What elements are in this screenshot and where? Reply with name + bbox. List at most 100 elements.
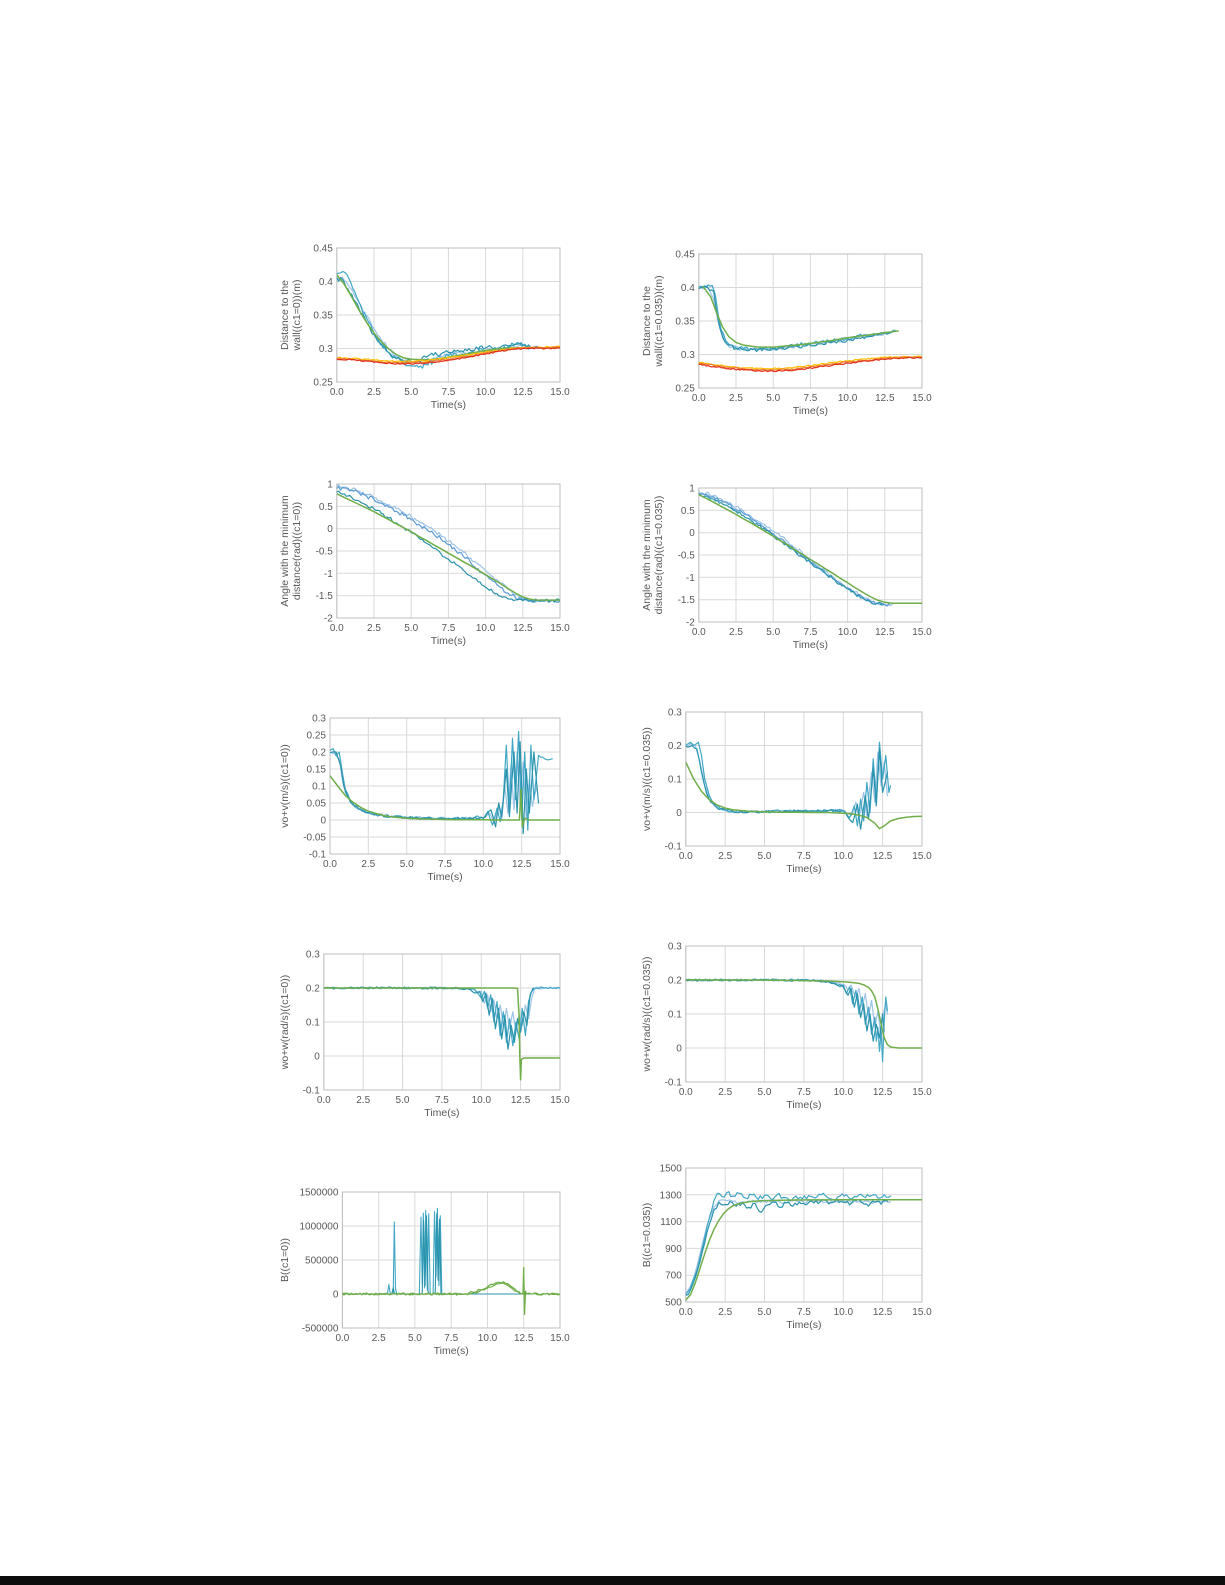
svg-text:10.0: 10.0 [838, 393, 858, 404]
svg-text:Time(s): Time(s) [786, 1099, 821, 1111]
svg-text:0.0: 0.0 [330, 623, 344, 634]
svg-text:5.0: 5.0 [408, 1333, 422, 1344]
svg-text:Time(s): Time(s) [434, 1345, 469, 1357]
svg-text:12.5: 12.5 [873, 1307, 893, 1318]
chart-svg: 0.0 2.5 5.0 7.5 10.0 12.5 15.0 -2 -1.5 -1 -0.5 0 0.5… [641, 484, 932, 652]
svg-text:0: 0 [320, 816, 326, 827]
svg-text:1000000: 1000000 [299, 1222, 338, 1233]
svg-text:0.0: 0.0 [679, 1307, 693, 1318]
svg-text:Time(s): Time(s) [793, 639, 828, 651]
svg-text:-2: -2 [324, 614, 333, 625]
svg-text:0.1: 0.1 [668, 1010, 682, 1021]
svg-text:1100: 1100 [660, 1217, 682, 1228]
svg-text:0.25: 0.25 [675, 384, 695, 395]
svg-text:10.0: 10.0 [472, 1095, 492, 1106]
svg-text:12.5: 12.5 [873, 1087, 893, 1098]
svg-text:10.0: 10.0 [834, 1307, 854, 1318]
svg-text:7.5: 7.5 [797, 851, 811, 862]
chart-wo-w-c1-0: 0.0 2.5 5.0 7.5 10.0 12.5 15.0 -0.1 0 0.1 0.2 0.3 Ti… [278, 946, 570, 1124]
svg-text:12.5: 12.5 [875, 627, 895, 638]
chart-b-c1-0: 0.0 2.5 5.0 7.5 10.0 12.5 15.0 -500000 0 500000 10… [278, 1184, 570, 1362]
svg-text:2.5: 2.5 [372, 1333, 386, 1344]
svg-text:0.3: 0.3 [668, 942, 682, 953]
svg-text:Time(s): Time(s) [427, 871, 462, 883]
svg-text:1500: 1500 [660, 1164, 683, 1175]
svg-text:5.0: 5.0 [404, 387, 418, 398]
svg-text:distance(rad)((c1=0.035)): distance(rad)((c1=0.035)) [653, 496, 665, 615]
svg-text:vo+v(m/s)((c1=0)): vo+v(m/s)((c1=0)) [279, 744, 291, 827]
svg-text:-0.5: -0.5 [316, 547, 334, 558]
svg-text:Angle with the minimum: Angle with the minimum [641, 499, 653, 611]
chart-svg: 0.0 2.5 5.0 7.5 10.0 12.5 15.0 0.25 0.3 0.35 0.4 0.… [641, 250, 932, 418]
svg-text:0.0: 0.0 [330, 387, 344, 398]
svg-text:15.0: 15.0 [550, 387, 570, 398]
svg-text:-0.1: -0.1 [665, 842, 683, 853]
svg-text:500: 500 [665, 1298, 682, 1309]
svg-text:15.0: 15.0 [550, 1333, 570, 1344]
svg-text:12.5: 12.5 [513, 387, 533, 398]
chart-angle-min-dist-c1-0035: 0.0 2.5 5.0 7.5 10.0 12.5 15.0 -2 -1.5 -1 -0.5 0 0.5… [640, 480, 932, 656]
svg-text:10.0: 10.0 [834, 851, 854, 862]
svg-text:0.5: 0.5 [681, 506, 695, 517]
svg-text:2.5: 2.5 [729, 393, 743, 404]
svg-text:0.1: 0.1 [668, 775, 682, 786]
svg-text:0.3: 0.3 [681, 350, 695, 361]
svg-text:7.5: 7.5 [803, 627, 817, 638]
svg-text:1: 1 [327, 480, 333, 491]
svg-text:10.0: 10.0 [478, 1333, 498, 1344]
bottom-bar [0, 1576, 1225, 1585]
svg-text:0: 0 [676, 1044, 682, 1055]
svg-text:0.15: 0.15 [307, 765, 327, 776]
svg-text:B((c1=0.035)): B((c1=0.035)) [641, 1203, 653, 1268]
svg-text:0.5: 0.5 [319, 502, 333, 513]
svg-text:10.0: 10.0 [834, 1087, 854, 1098]
svg-text:0.0: 0.0 [317, 1095, 331, 1106]
svg-text:15.0: 15.0 [550, 1095, 570, 1106]
svg-text:0.4: 0.4 [681, 283, 695, 294]
svg-text:12.5: 12.5 [512, 859, 532, 870]
svg-text:-1.5: -1.5 [678, 595, 696, 606]
svg-text:0.4: 0.4 [319, 277, 333, 288]
svg-text:2.5: 2.5 [718, 851, 732, 862]
chart-b-c1-0035: 0.0 2.5 5.0 7.5 10.0 12.5 15.0 500 700 900 1100 130… [640, 1160, 932, 1336]
svg-text:0.2: 0.2 [312, 748, 326, 759]
chart-angle-min-dist-c1-0: 0.0 2.5 5.0 7.5 10.0 12.5 15.0 -2 -1.5 -1 -0.5 0 0.5… [278, 476, 570, 652]
svg-text:B((c1=0)): B((c1=0)) [279, 1238, 291, 1282]
svg-text:2.5: 2.5 [367, 623, 381, 634]
svg-text:5.0: 5.0 [400, 859, 414, 870]
chart-svg: 0.0 2.5 5.0 7.5 10.0 12.5 15.0 -0.1 -0.05 0 0.05 0.… [279, 714, 570, 884]
svg-text:2.5: 2.5 [718, 1307, 732, 1318]
svg-text:7.5: 7.5 [441, 623, 455, 634]
svg-text:700: 700 [665, 1271, 682, 1282]
chart-svg: 0.0 2.5 5.0 7.5 10.0 12.5 15.0 -500000 0 500000 10… [279, 1188, 570, 1358]
svg-text:0.25: 0.25 [307, 731, 327, 742]
svg-text:Distance to the: Distance to the [279, 280, 291, 350]
svg-text:0.2: 0.2 [668, 741, 682, 752]
svg-text:0.1: 0.1 [312, 782, 326, 793]
svg-text:wo+w(rad/s)((c1=0)): wo+w(rad/s)((c1=0)) [279, 975, 291, 1071]
svg-text:Distance to the: Distance to the [641, 286, 653, 356]
svg-text:0.45: 0.45 [313, 244, 333, 255]
svg-text:12.5: 12.5 [513, 623, 533, 634]
svg-text:5.0: 5.0 [758, 1307, 772, 1318]
svg-text:0.2: 0.2 [306, 984, 320, 995]
chart-wo-w-c1-0035: 0.0 2.5 5.0 7.5 10.0 12.5 15.0 -0.1 0 0.1 0.2 0.3 Ti… [640, 938, 932, 1116]
svg-text:0: 0 [676, 808, 682, 819]
svg-text:0.0: 0.0 [323, 859, 337, 870]
svg-text:vo+v(m/s)((c1=0.035)): vo+v(m/s)((c1=0.035)) [641, 727, 653, 831]
svg-text:2.5: 2.5 [361, 859, 375, 870]
svg-text:0: 0 [333, 1290, 339, 1301]
chart-vo-v-c1-0035: 0.0 2.5 5.0 7.5 10.0 12.5 15.0 -0.1 0 0.1 0.2 0.3 Ti… [640, 704, 932, 880]
svg-text:5.0: 5.0 [766, 393, 780, 404]
chart-svg: 0.0 2.5 5.0 7.5 10.0 12.5 15.0 500 700 900 1100 130… [641, 1164, 932, 1332]
svg-text:-1.5: -1.5 [316, 591, 334, 602]
svg-text:0.2: 0.2 [668, 976, 682, 987]
svg-text:0.0: 0.0 [335, 1333, 349, 1344]
svg-text:distance(rad)((c1=0)): distance(rad)((c1=0)) [291, 502, 303, 600]
svg-text:0.25: 0.25 [313, 378, 333, 389]
svg-text:0.3: 0.3 [306, 950, 320, 961]
svg-text:0: 0 [327, 524, 333, 535]
svg-text:2.5: 2.5 [367, 387, 381, 398]
svg-text:7.5: 7.5 [797, 1307, 811, 1318]
